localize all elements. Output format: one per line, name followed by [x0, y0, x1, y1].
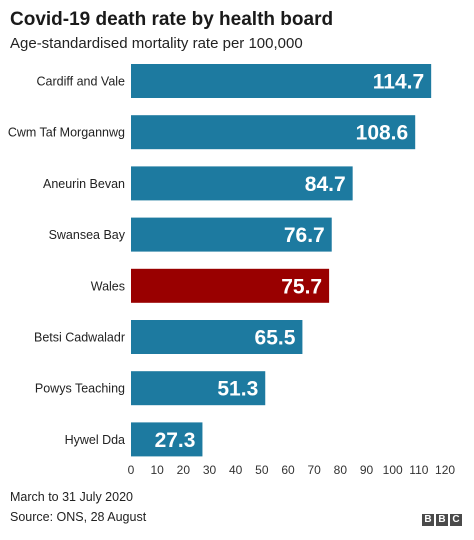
bar [131, 166, 353, 201]
logo-letter: B [422, 514, 434, 526]
x-tick-label: 100 [383, 463, 403, 477]
value-label: 108.6 [356, 122, 409, 145]
x-tick-label: 0 [128, 463, 135, 477]
x-tick-label: 110 [409, 463, 428, 477]
x-tick-label: 50 [255, 463, 269, 477]
category-label: Cardiff and Vale [37, 75, 126, 89]
x-tick-label: 60 [281, 463, 295, 477]
x-tick-label: 40 [229, 463, 243, 477]
x-tick-label: 120 [435, 463, 455, 477]
bar [131, 217, 332, 252]
bar [131, 422, 203, 457]
value-label: 76.7 [284, 224, 325, 247]
value-label: 27.3 [155, 429, 196, 452]
source-note: Source: ONS, 28 August [10, 510, 147, 524]
logo-letter: B [436, 514, 448, 526]
period-note: March to 31 July 2020 [10, 490, 133, 504]
category-label: Wales [91, 279, 125, 293]
category-label: Powys Teaching [35, 382, 125, 396]
bar [131, 115, 416, 150]
x-tick-label: 20 [177, 463, 191, 477]
logo-letter: C [450, 514, 462, 526]
category-label: Betsi Cadwaladr [34, 331, 125, 345]
bbc-logo: B B C [422, 514, 462, 526]
category-label: Cwm Taf Morgannwg [8, 126, 125, 140]
x-tick-label: 10 [150, 463, 164, 477]
bar [131, 371, 266, 406]
bar [131, 64, 432, 98]
value-label: 84.7 [305, 173, 346, 196]
x-tick-label: 80 [334, 463, 348, 477]
category-label: Hywel Dda [65, 433, 125, 447]
value-label: 114.7 [373, 71, 424, 94]
value-label: 75.7 [281, 275, 322, 298]
x-tick-label: 90 [360, 463, 374, 477]
category-label: Swansea Bay [49, 228, 126, 242]
bar [131, 320, 303, 354]
bar [131, 268, 330, 303]
value-label: 51.3 [217, 378, 258, 401]
category-label: Aneurin Bevan [43, 177, 125, 191]
x-tick-label: 30 [203, 463, 217, 477]
value-label: 65.5 [255, 327, 296, 350]
x-tick-label: 70 [308, 463, 322, 477]
chart-subtitle: Age-standardised mortality rate per 100,… [10, 35, 303, 52]
chart-title: Covid-19 death rate by health board [10, 9, 334, 30]
bar-chart: Cardiff and Vale 114.7 Cwm Taf Morgannwg 10… [8, 64, 455, 477]
